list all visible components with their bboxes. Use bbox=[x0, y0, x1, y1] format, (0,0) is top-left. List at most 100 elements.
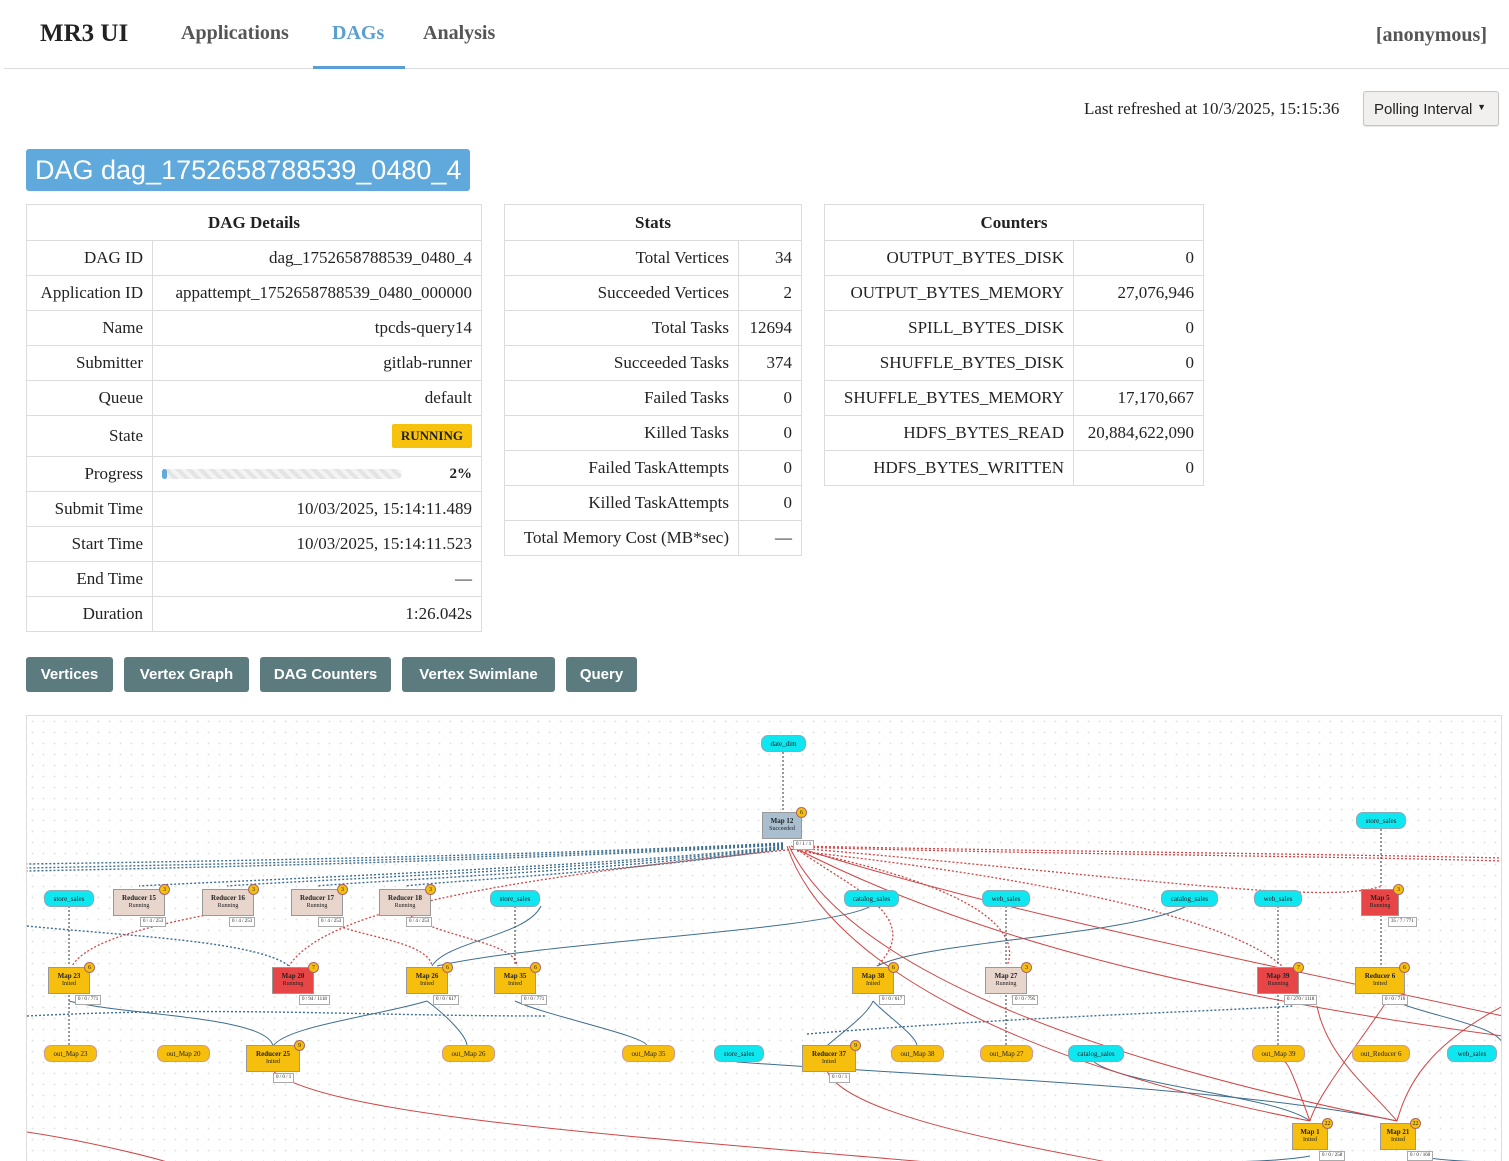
table-row: End Time — bbox=[26, 561, 482, 597]
tab-query-button[interactable]: Query bbox=[566, 657, 637, 692]
vertex-name: Reducer 15 bbox=[122, 894, 156, 902]
graph-edge bbox=[272, 1070, 922, 1161]
progress-bar bbox=[162, 469, 402, 479]
row-value: 27,076,946 bbox=[1073, 275, 1204, 311]
graph-vertex[interactable]: Reducer 16 Running 3 0 / 4 / 253 bbox=[202, 884, 259, 927]
graph-vertex[interactable]: Reducer 18 Running 3 0 / 4 / 253 bbox=[379, 884, 436, 927]
graph-input-node[interactable]: web_sales bbox=[1447, 1045, 1497, 1062]
table-row: Total Tasks 12694 bbox=[504, 310, 802, 346]
dag-details-table: DAG Details DAG ID dag_1752658788539_048… bbox=[26, 204, 482, 632]
vertex-state: Running bbox=[1267, 981, 1289, 987]
graph-output-node[interactable]: out_Map 39 bbox=[1252, 1045, 1305, 1062]
graph-input-node[interactable]: web_sales bbox=[1254, 890, 1302, 907]
graph-edge bbox=[1396, 1006, 1501, 1122]
graph-vertex[interactable]: Map 20 Running 7 0 / 94 / 1118 bbox=[272, 962, 330, 1005]
graph-output-node[interactable]: out_Map 26 bbox=[442, 1045, 495, 1062]
graph-edge bbox=[826, 1000, 874, 1047]
graph-vertex[interactable]: Reducer 25 Inited 9 0 / 0 / 1 bbox=[246, 1040, 305, 1083]
vertex-state: Running bbox=[217, 903, 239, 909]
table-row: SHUFFLE_BYTES_DISK 0 bbox=[824, 345, 1204, 381]
table-row: Total Vertices 34 bbox=[504, 240, 802, 276]
table-row: Submit Time 10/03/2025, 15:14:11.489 bbox=[26, 491, 482, 527]
row-label: Killed Tasks bbox=[504, 415, 739, 451]
graph-edge bbox=[788, 845, 1398, 1122]
graph-vertex[interactable]: Map 27 Running 3 0 / 0 / 795 bbox=[985, 962, 1039, 1005]
vertex-name: Reducer 25 bbox=[256, 1050, 290, 1058]
row-value[interactable]: appattempt_1752658788539_0480_000000 bbox=[152, 275, 482, 311]
vertex-name: Map 20 bbox=[281, 972, 305, 980]
graph-edge bbox=[1281, 1060, 1311, 1122]
graph-edge bbox=[27, 1010, 548, 1017]
row-label: HDFS_BYTES_WRITTEN bbox=[824, 450, 1074, 486]
row-label: Total Memory Cost (MB*sec) bbox=[504, 520, 739, 556]
graph-edge bbox=[27, 925, 290, 967]
graph-input-node[interactable]: date_dim bbox=[761, 735, 806, 752]
tab-dag-counters-button[interactable]: DAG Counters bbox=[260, 657, 391, 692]
graph-output-node[interactable]: out_Map 23 bbox=[44, 1045, 97, 1062]
vertex-badge: 6 bbox=[84, 962, 95, 973]
tab-vertex-swimlane-button[interactable]: Vertex Swimlane bbox=[402, 657, 555, 692]
graph-output-node[interactable]: out_Map 20 bbox=[157, 1045, 210, 1062]
nav-tab-dags[interactable]: DAGs bbox=[332, 22, 385, 44]
tab-vertices-button[interactable]: Vertices bbox=[26, 657, 113, 692]
graph-edge bbox=[272, 1000, 428, 1047]
row-value: 0 bbox=[1073, 345, 1204, 381]
graph-vertex[interactable]: Map 12 Succeeded 6 0 / 1 / 1 bbox=[762, 807, 815, 850]
graph-vertex[interactable]: Map 35 Inited 6 0 / 0 / 771 bbox=[494, 962, 548, 1005]
graph-vertex[interactable]: Reducer 17 Running 3 0 / 4 / 253 bbox=[291, 884, 348, 927]
vertex-badge: 9 bbox=[850, 1040, 861, 1051]
graph-vertex[interactable]: Map 5 Running 3 35 / 7 / 771 bbox=[1361, 884, 1417, 927]
table-row: State RUNNING bbox=[26, 415, 482, 457]
graph-output-node[interactable]: out_Reducer 6 bbox=[1352, 1045, 1410, 1062]
row-value: 0 bbox=[1073, 310, 1204, 346]
graph-vertex[interactable]: Reducer 37 Inited 9 0 / 0 / 1 bbox=[802, 1040, 861, 1083]
row-label: SHUFFLE_BYTES_MEMORY bbox=[824, 380, 1074, 416]
row-value: 2% bbox=[152, 456, 482, 492]
vertex-task-count: 0 / 0 / 795 bbox=[1012, 995, 1039, 1005]
nav-tab-analysis[interactable]: Analysis bbox=[423, 22, 496, 44]
progress-percent: 2% bbox=[449, 465, 473, 482]
graph-vertex[interactable]: Reducer 15 Running 3 0 / 4 / 253 bbox=[113, 884, 170, 927]
graph-input-node[interactable]: store_sales bbox=[1356, 812, 1406, 829]
graph-vertex[interactable]: Map 38 Inited 6 0 / 0 / 617 bbox=[852, 962, 906, 1005]
row-value: 0 bbox=[738, 415, 802, 451]
nav-tab-applications[interactable]: Applications bbox=[181, 22, 289, 44]
graph-vertex[interactable]: Reducer 6 Inited 6 0 / 0 / 716 bbox=[1355, 962, 1410, 1005]
graph-input-node[interactable]: web_sales bbox=[982, 890, 1030, 907]
graph-vertex[interactable]: Map 23 Inited 6 0 / 0 / 771 bbox=[48, 962, 102, 1005]
graph-input-node[interactable]: catalog_sales bbox=[1068, 1045, 1124, 1062]
row-value: 34 bbox=[738, 240, 802, 276]
graph-vertex[interactable]: Map 1 Inited 22 0 / 0 / 258 bbox=[1292, 1118, 1346, 1161]
graph-edge bbox=[790, 845, 1501, 1037]
graph-input-node[interactable]: store_sales bbox=[714, 1045, 764, 1062]
tab-vertex-graph-button[interactable]: Vertex Graph bbox=[124, 657, 249, 692]
vertex-task-count: 0 / 270 / 1118 bbox=[1284, 995, 1318, 1005]
vertex-badge: 7 bbox=[1293, 962, 1304, 973]
graph-input-node[interactable]: catalog_sales bbox=[844, 890, 899, 907]
row-label: Total Tasks bbox=[504, 310, 739, 346]
graph-input-node[interactable]: catalog_sales bbox=[1161, 890, 1218, 907]
polling-interval-dropdown[interactable]: Polling Interval ▼ bbox=[1363, 91, 1499, 126]
graph-vertex[interactable]: Map 21 Inited 22 0 / 0 / 160 bbox=[1380, 1118, 1434, 1161]
graph-output-node[interactable]: out_Map 27 bbox=[980, 1045, 1033, 1062]
vertex-badge: 6 bbox=[796, 807, 807, 818]
graph-input-node[interactable]: store_sales bbox=[44, 890, 94, 907]
graph-vertex[interactable]: Map 26 Inited 6 0 / 0 / 617 bbox=[406, 962, 460, 1005]
vertex-graph-canvas[interactable]: date_dim store_sales store_sales store_s… bbox=[26, 715, 1502, 1161]
graph-input-node[interactable]: store_sales bbox=[490, 890, 540, 907]
graph-vertex[interactable]: Map 39 Running 7 0 / 270 / 1118 bbox=[1257, 962, 1318, 1005]
table-row: Name tpcds-query14 bbox=[26, 310, 482, 346]
app-brand[interactable]: MR3 UI bbox=[40, 20, 129, 47]
graph-output-node[interactable]: out_Map 35 bbox=[622, 1045, 675, 1062]
row-label: Submit Time bbox=[26, 491, 153, 527]
row-value: 0 bbox=[738, 380, 802, 416]
graph-edge bbox=[404, 848, 784, 887]
table-row: HDFS_BYTES_READ 20,884,622,090 bbox=[824, 415, 1204, 451]
row-label: End Time bbox=[26, 561, 153, 597]
vertex-name: Map 21 bbox=[1386, 1128, 1410, 1136]
table-row: Submitter gitlab-runner bbox=[26, 345, 482, 381]
user-menu[interactable]: [anonymous] bbox=[1375, 24, 1487, 46]
graph-output-node[interactable]: out_Map 38 bbox=[891, 1045, 944, 1062]
row-value: 1:26.042s bbox=[152, 596, 482, 632]
table-row: HDFS_BYTES_WRITTEN 0 bbox=[824, 450, 1204, 486]
